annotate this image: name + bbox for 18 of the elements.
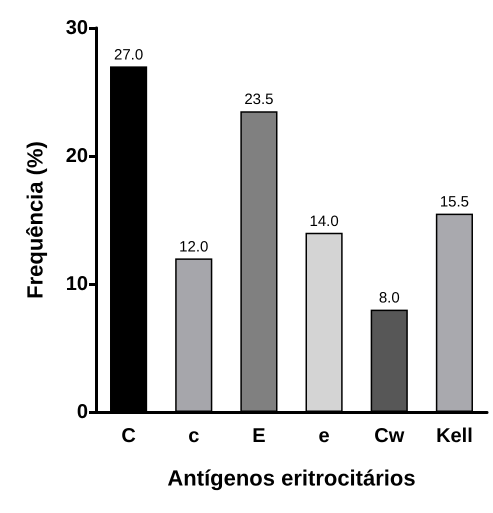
data-label: 23.5 bbox=[244, 91, 274, 108]
x-axis-title: Antígenos eritrocitários bbox=[167, 466, 416, 490]
x-tick-label: e bbox=[318, 425, 330, 447]
y-tick-label: 30 bbox=[66, 17, 88, 39]
x-tick-label: Cw bbox=[374, 425, 405, 447]
x-tick-label: c bbox=[188, 425, 200, 447]
y-tick-label: 0 bbox=[76, 401, 88, 423]
data-label: 12.0 bbox=[179, 238, 208, 256]
y-axis-title: Frequência (%) bbox=[22, 141, 48, 299]
data-label: 14.0 bbox=[309, 212, 339, 230]
x-tick-label: E bbox=[252, 425, 266, 447]
data-label: 8.0 bbox=[378, 290, 400, 307]
data-label: 27.0 bbox=[114, 46, 144, 64]
x-tick-label: C bbox=[121, 425, 136, 447]
y-tick-label: 10 bbox=[66, 273, 88, 295]
x-tick-label: Kell bbox=[436, 425, 473, 447]
data-label: 15.5 bbox=[440, 194, 470, 211]
y-tick-label: 20 bbox=[66, 145, 88, 167]
